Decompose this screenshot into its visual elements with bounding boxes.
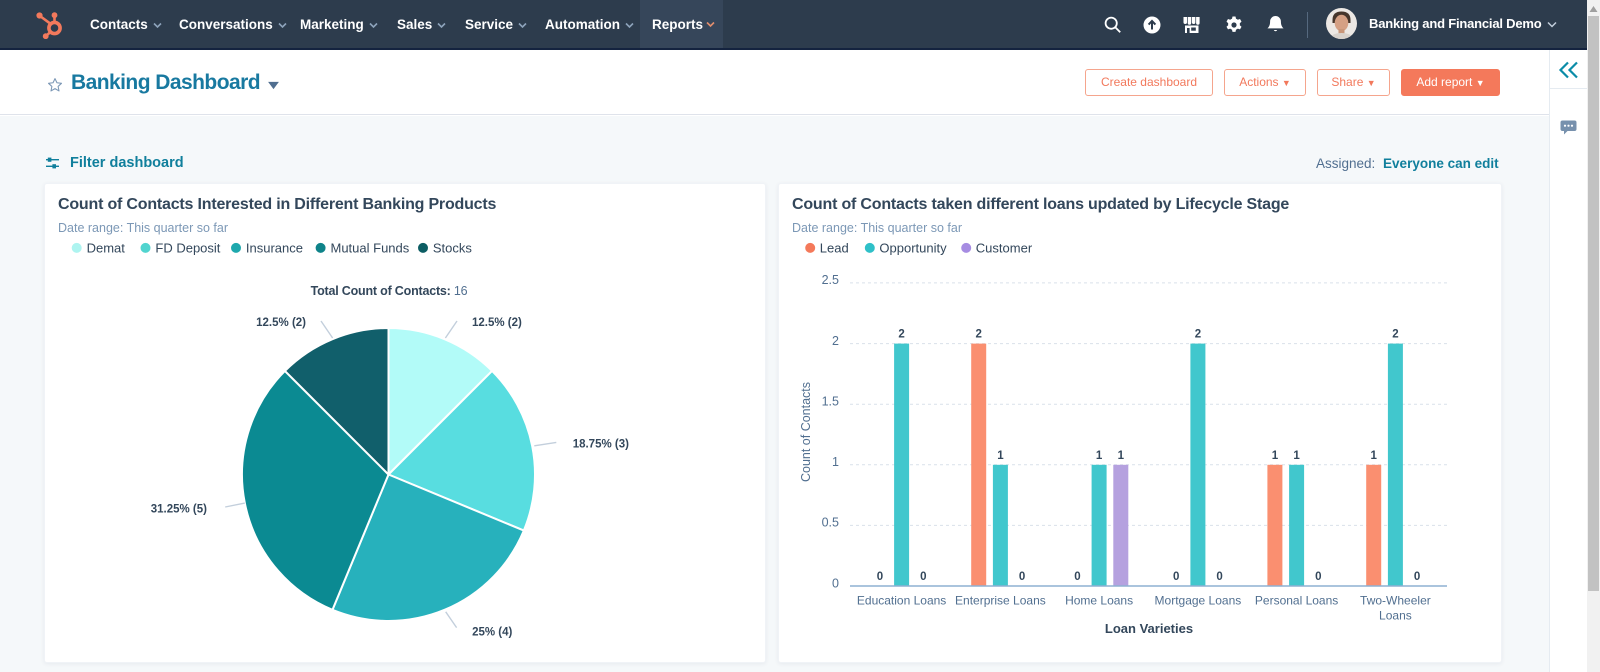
svg-text:31.25% (5): 31.25% (5) [151,503,207,515]
svg-text:0: 0 [1414,571,1420,583]
svg-text:12.5% (2): 12.5% (2) [472,317,522,329]
svg-text:0: 0 [877,571,883,583]
svg-text:FD Deposit: FD Deposit [155,240,220,255]
svg-text:Insurance: Insurance [246,240,303,255]
svg-text:0: 0 [1216,571,1222,583]
svg-text:2.5: 2.5 [822,273,839,287]
svg-text:Enterprise Loans: Enterprise Loans [955,593,1046,607]
svg-text:Lead: Lead [820,240,849,255]
svg-text:Stocks: Stocks [433,240,473,255]
svg-text:Count of Contacts: Count of Contacts [799,382,813,482]
svg-text:Loans: Loans [1379,608,1412,622]
svg-text:0: 0 [832,576,839,590]
svg-text:2: 2 [975,329,981,341]
svg-text:Demat: Demat [87,240,126,255]
svg-text:0: 0 [1074,571,1080,583]
svg-text:1: 1 [1272,450,1279,462]
svg-text:Total Count of Contacts: 16: Total Count of Contacts: 16 [311,284,468,298]
svg-text:2: 2 [898,329,904,341]
svg-text:2: 2 [1195,329,1201,341]
svg-text:2: 2 [1392,329,1398,341]
svg-text:Two-Wheeler: Two-Wheeler [1360,593,1431,607]
svg-text:25% (4): 25% (4) [472,627,512,639]
svg-text:Home Loans: Home Loans [1065,593,1133,607]
svg-text:0.5: 0.5 [822,516,839,530]
svg-text:0: 0 [920,571,926,583]
svg-text:Mutual Funds: Mutual Funds [331,240,410,255]
svg-text:0: 0 [1173,571,1179,583]
svg-text:1: 1 [1096,450,1103,462]
svg-text:18.75% (3): 18.75% (3) [573,439,629,451]
svg-text:Loan Varieties: Loan Varieties [1105,621,1193,636]
svg-text:1: 1 [1370,450,1377,462]
svg-text:1: 1 [1118,450,1125,462]
svg-text:Customer: Customer [976,240,1033,255]
svg-text:0: 0 [1315,571,1321,583]
svg-text:1.5: 1.5 [822,395,839,409]
svg-text:1: 1 [1293,450,1300,462]
svg-text:Personal Loans: Personal Loans [1255,593,1338,607]
svg-text:2: 2 [832,334,839,348]
svg-text:0: 0 [1019,571,1025,583]
svg-text:Mortgage Loans: Mortgage Loans [1155,593,1242,607]
svg-text:1: 1 [832,455,839,469]
svg-text:Education Loans: Education Loans [857,593,946,607]
svg-text:1: 1 [997,450,1004,462]
svg-text:12.5% (2): 12.5% (2) [256,317,306,329]
svg-text:Opportunity: Opportunity [879,240,947,255]
